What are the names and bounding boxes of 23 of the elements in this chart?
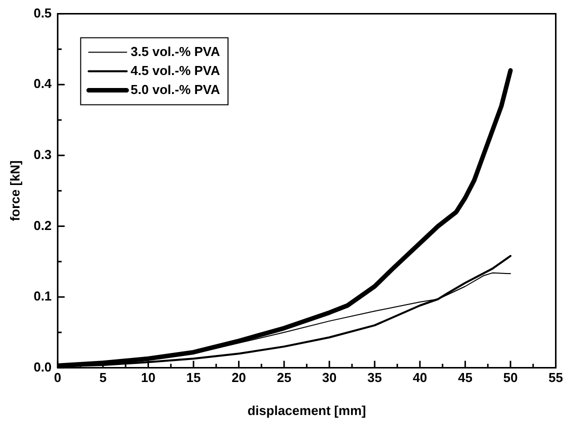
x-tick-label: 0 [54,370,62,386]
legend-label: 3.5 vol.-% PVA [130,44,221,59]
x-tick-label: 5 [99,370,107,386]
x-tick-label: 35 [367,370,382,386]
legend-label: 4.5 vol.-% PVA [130,62,221,78]
y-axis-title: force [kN] [7,160,22,222]
y-tick-label: 0.5 [34,5,52,20]
x-tick-label: 30 [322,370,337,386]
x-tick-label: 15 [186,370,201,386]
x-tick-label: 45 [458,370,472,386]
x-tick-label: 55 [548,370,564,386]
y-tick-label: 0.3 [34,146,52,162]
y-tick-label: 0.4 [34,76,52,92]
x-tick-label: 25 [276,370,292,386]
x-axis-title: displacement [mm] [247,402,366,418]
y-tick-label: 0.0 [34,359,52,374]
x-tick-label: 50 [503,370,518,386]
y-tick-label: 0.1 [34,288,52,304]
legend-label: 5.0 vol.-% PVA [130,82,221,97]
y-tick-label: 0.2 [34,218,52,233]
x-tick-label: 40 [412,370,428,386]
x-tick-label: 10 [141,370,156,386]
x-tick-label: 20 [232,370,246,386]
